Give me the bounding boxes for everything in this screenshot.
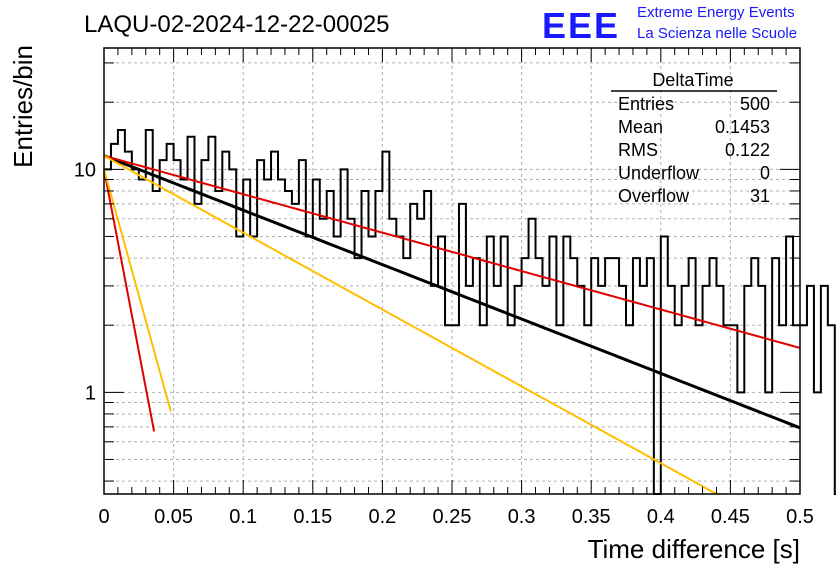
stats-value: 0	[760, 163, 770, 183]
brand-line-1: Extreme Energy Events	[637, 4, 795, 21]
x-tick-label: 0.2	[368, 506, 396, 528]
stats-row-overflow: Overflow 31	[618, 186, 770, 206]
x-tick-label: 0.3	[508, 506, 536, 528]
fit-curve	[103, 169, 156, 432]
brand-line-2: La Scienza nelle Scuole	[637, 25, 797, 42]
stats-value: 0.122	[725, 140, 770, 160]
histogram	[104, 129, 836, 495]
x-tick-label: 0	[98, 506, 109, 528]
x-tick-label: 0.35	[572, 506, 611, 528]
fit-curves	[103, 154, 801, 495]
stats-box: DeltaTime Entries 500 Mean 0.1453 RMS 0.…	[611, 70, 777, 206]
axis-ticks	[103, 48, 801, 494]
x-tick-label: 0.45	[711, 506, 750, 528]
stats-label: Mean	[618, 117, 663, 137]
x-tick-label: 0.1	[229, 506, 257, 528]
y-tick-labels: 1 10	[74, 159, 96, 404]
fit-curve	[103, 154, 720, 495]
fit-curve	[103, 154, 801, 349]
x-tick-label: 0.25	[433, 506, 472, 528]
stats-title: DeltaTime	[652, 70, 733, 90]
chart-title: LAQU-02-2024-12-22-00025	[84, 11, 390, 38]
stats-label: Overflow	[618, 186, 690, 206]
x-tick-label: 0.4	[647, 506, 675, 528]
stats-row-mean: Mean 0.1453	[618, 117, 770, 137]
stats-label: RMS	[618, 140, 658, 160]
x-axis-label: Time difference [s]	[588, 534, 800, 564]
stats-value: 0.1453	[715, 117, 770, 137]
y-tick-label: 10	[74, 159, 96, 181]
x-tick-label: 0.05	[154, 506, 193, 528]
stats-row-underflow: Underflow 0	[618, 163, 770, 183]
eee-logo: EEE	[542, 5, 620, 46]
brand-logo: EEE Extreme Energy Events La Scienza nel…	[542, 4, 797, 46]
x-tick-labels: 0 0.05 0.1 0.15 0.2 0.25 0.3 0.35 0.4 0.45 0.5	[98, 506, 813, 528]
stats-value: 31	[750, 186, 770, 206]
stats-label: Entries	[618, 94, 674, 114]
fit-curve	[103, 169, 172, 412]
stats-row-entries: Entries 500	[618, 94, 770, 114]
stats-label: Underflow	[618, 163, 700, 183]
stats-row-rms: RMS 0.122	[618, 140, 770, 160]
x-tick-label: 0.15	[293, 506, 332, 528]
stats-value: 500	[740, 94, 770, 114]
y-tick-label: 1	[85, 382, 96, 404]
x-tick-label: 0.5	[786, 506, 814, 528]
y-axis-label: Entries/bin	[8, 45, 38, 168]
histogram-outline	[104, 129, 836, 495]
fit-curve	[103, 154, 801, 430]
